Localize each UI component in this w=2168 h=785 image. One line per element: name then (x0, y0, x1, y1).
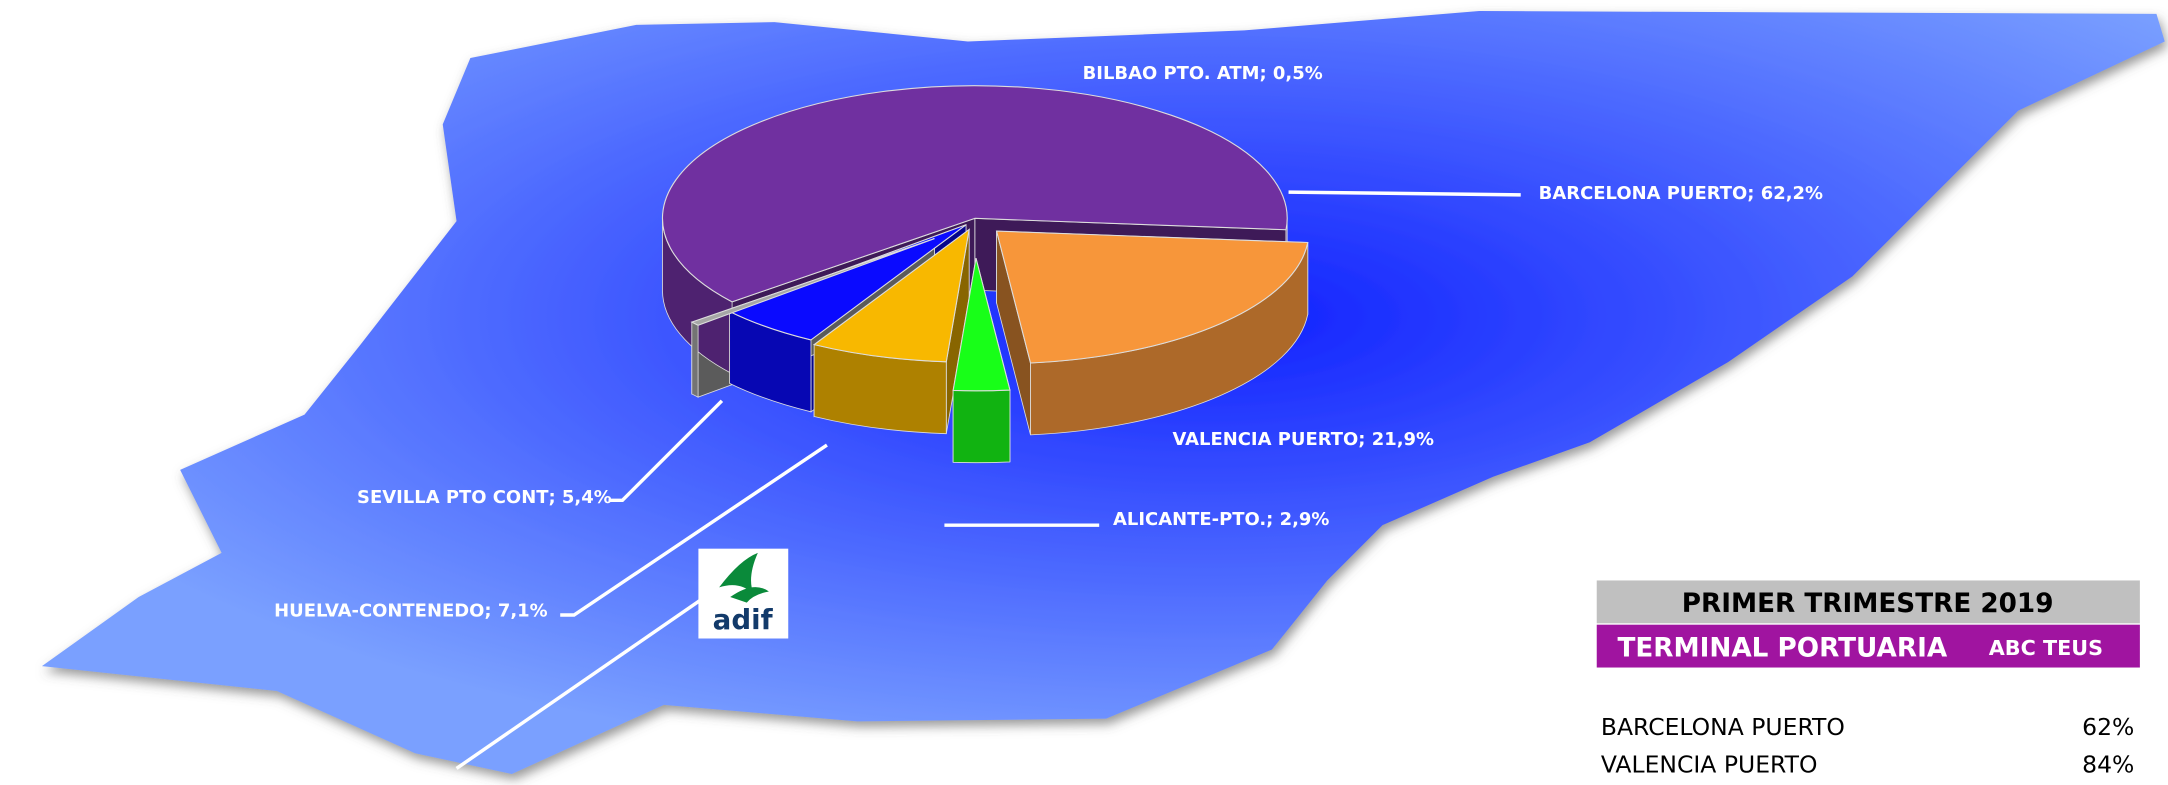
slice-label-separator: ; (548, 487, 561, 508)
slice-label-value: 21,9% (1372, 429, 1434, 450)
slice-label-value: 5,4% (562, 487, 612, 508)
slice-label-value: 7,1% (498, 600, 548, 621)
leader-lines (455, 190, 1521, 770)
slice-label-name: SEVILLA PTO CONT (357, 487, 549, 508)
slice-label: SEVILLA PTO CONT; 5,4% (357, 487, 612, 508)
slice-label-separator: ; (1747, 183, 1760, 204)
logo: adif (698, 548, 789, 639)
leader-line (1288, 190, 1521, 197)
slice-label: VALENCIA PUERTO; 21,9% (1172, 429, 1434, 450)
table-header-bg (1596, 624, 2140, 668)
slice-label-separator: ; (1266, 509, 1279, 530)
slice-label-separator: ; (1358, 429, 1371, 450)
slice-label-name: HUELVA-CONTENEDO (274, 600, 484, 621)
slice-label-separator: ; (484, 600, 497, 621)
logo-mark (719, 552, 769, 603)
slice-label: HUELVA-CONTENEDO; 7,1% (274, 600, 548, 621)
leader-line (608, 399, 724, 503)
slice-label: ALICANTE-PTO.; 2,9% (1113, 509, 1329, 530)
table-cell: VALENCIA PUERTO (1601, 751, 1818, 779)
table-title: PRIMER TRIMESTRE 2019 (1682, 589, 2054, 619)
table-header: TERMINAL PORTUARIA (1617, 633, 1947, 663)
slice-label-value: 62,2% (1761, 183, 1823, 204)
table: PRIMER TRIMESTRE 2019 TERMINAL PORTUARIA… (1596, 580, 2140, 779)
slice (690, 238, 935, 326)
leader-line (560, 443, 828, 617)
slice-label-value: 2,9% (1280, 509, 1330, 530)
slice (812, 228, 970, 363)
slice-label-value: 0,5% (1273, 63, 1323, 84)
table-cell: 62% (2082, 713, 2134, 741)
table-title-bg (1596, 580, 2140, 624)
slice-label-name: BARCELONA PUERTO (1539, 183, 1748, 204)
slice-label-name: ALICANTE-PTO. (1113, 509, 1266, 530)
slice-label-separator: ; (1259, 63, 1272, 84)
table-cell: BARCELONA PUERTO (1601, 713, 1845, 741)
table-header: ABC TEUS (1989, 636, 2103, 660)
slice-label: BARCELONA PUERTO; 62,2% (1539, 183, 1823, 204)
slice-label-name: BILBAO PTO. ATM (1083, 63, 1260, 84)
pie (661, 85, 1309, 464)
slice (952, 258, 1011, 392)
slice-side (952, 389, 1011, 464)
slice (661, 85, 1288, 303)
slice (995, 230, 1309, 364)
slice-label: BILBAO PTO. ATM; 0,5% (1083, 63, 1323, 84)
leader-line (455, 576, 734, 770)
logo-text: adif (713, 603, 774, 636)
slice-side (691, 321, 699, 398)
slice-label-name: VALENCIA PUERTO (1172, 429, 1358, 450)
table-cell: 84% (2082, 751, 2134, 779)
